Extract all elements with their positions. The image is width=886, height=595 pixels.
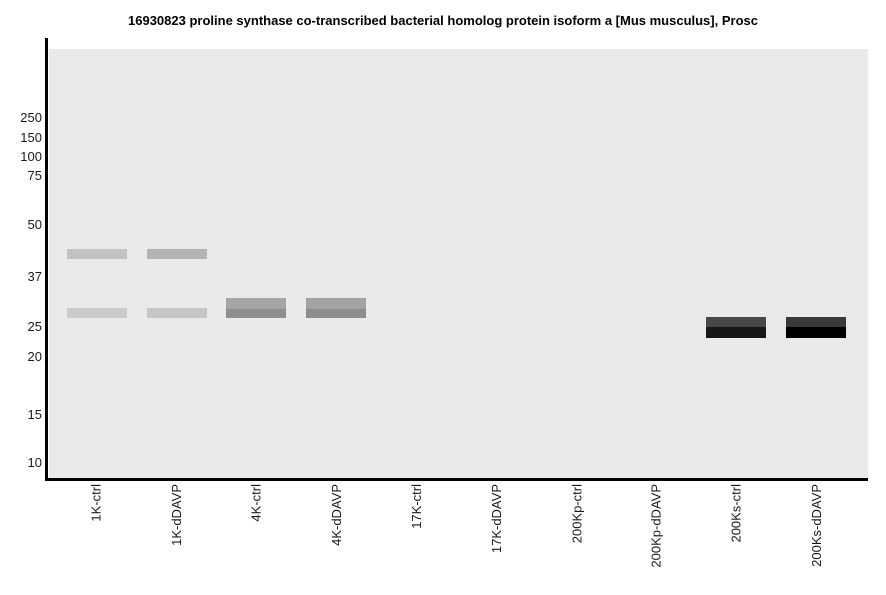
x-axis-lane-label-text: 17K-ctrl xyxy=(409,484,424,529)
x-axis-lane-label-text: 200Ks-dDAVP xyxy=(809,484,824,567)
plot-area xyxy=(49,49,868,478)
x-axis-line xyxy=(45,478,868,481)
gel-band-segment xyxy=(147,308,207,318)
y-axis-tick-label: 10 xyxy=(27,455,42,470)
x-axis-lane-label-text: 200Kp-dDAVP xyxy=(649,484,664,568)
y-axis-line xyxy=(45,38,48,481)
gel-band-segment xyxy=(306,298,366,309)
x-axis-lane-label-text: 200Kp-ctrl xyxy=(569,484,584,544)
x-axis-lane-label-text: 1K-ctrl xyxy=(89,484,104,522)
y-axis-tick-label: 20 xyxy=(27,349,42,364)
gel-band-segment xyxy=(306,309,366,318)
y-axis-tick-label: 150 xyxy=(20,130,42,145)
y-axis-tick-label: 15 xyxy=(27,407,42,422)
y-axis-tick-label: 50 xyxy=(27,217,42,232)
gel-band-segment xyxy=(67,308,127,318)
x-axis-lane-label-text: 4K-ctrl xyxy=(249,484,264,522)
gel-band-segment xyxy=(786,317,846,327)
x-axis-lane-label-text: 17K-dDAVP xyxy=(489,484,504,554)
gel-band-segment xyxy=(706,327,766,338)
y-axis-tick-label: 250 xyxy=(20,110,42,125)
x-axis-lane-label-text: 4K-dDAVP xyxy=(329,484,344,546)
x-axis-lane-label-text: 1K-dDAVP xyxy=(169,484,184,546)
gel-band-segment xyxy=(226,298,286,309)
gel-band-segment xyxy=(226,309,286,318)
y-axis-tick-label: 75 xyxy=(27,168,42,183)
gel-band-segment xyxy=(67,249,127,259)
x-axis-lane-label-text: 200Ks-ctrl xyxy=(729,484,744,543)
y-axis-tick-label: 37 xyxy=(27,269,42,284)
gel-band-segment xyxy=(706,317,766,327)
gel-band-segment xyxy=(147,249,207,259)
y-axis-tick-label: 25 xyxy=(27,319,42,334)
y-axis-tick-label: 100 xyxy=(20,149,42,164)
gel-band-segment xyxy=(786,327,846,338)
chart-title: 16930823 proline synthase co-transcribed… xyxy=(128,13,758,28)
